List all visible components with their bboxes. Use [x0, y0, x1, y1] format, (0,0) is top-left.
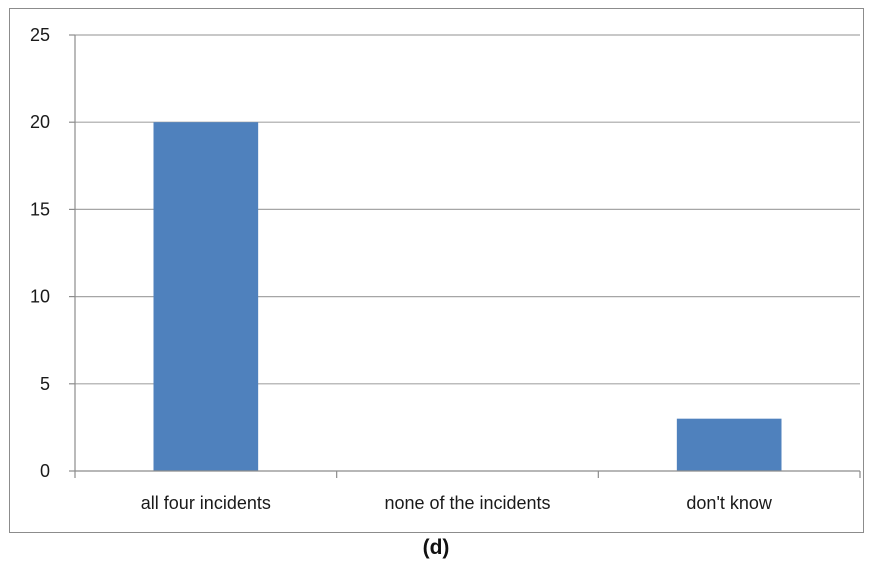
panel-caption: (d) [422, 536, 450, 559]
bar-0 [153, 122, 259, 471]
y-tick-label: 20 [30, 112, 50, 132]
x-tick-label: don't know [686, 493, 772, 513]
y-tick-label: 25 [30, 25, 50, 45]
x-tick-label: none of the incidents [384, 493, 550, 513]
y-tick-label: 15 [30, 199, 50, 219]
y-tick-label: 5 [40, 374, 50, 394]
chart-area [9, 8, 864, 533]
y-tick-label: 10 [30, 287, 50, 307]
x-tick-label: all four incidents [141, 493, 271, 513]
y-tick-label: 0 [40, 461, 50, 481]
bar-2 [676, 418, 782, 471]
